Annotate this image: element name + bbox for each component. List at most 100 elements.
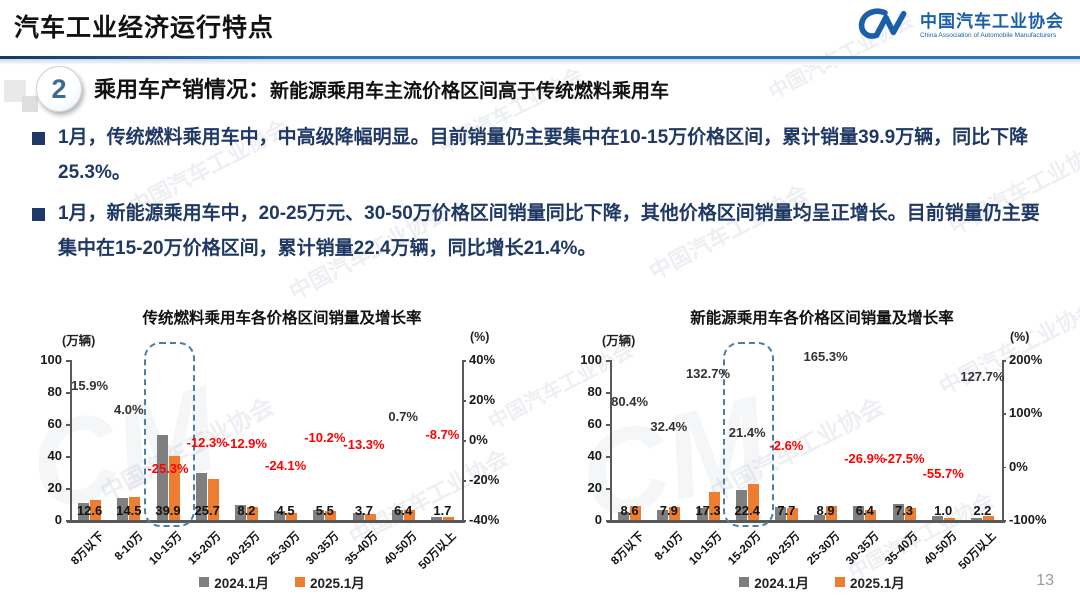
legend-item: 2024.1月: [199, 572, 269, 592]
y-axis-tick-mark: [66, 360, 70, 362]
y-axis-tick-label: 40: [587, 448, 602, 463]
y-axis-tick-label: 60: [47, 416, 62, 431]
y-axis-tick-mark: [66, 520, 70, 522]
secondary-axis-tick-mark: [462, 480, 466, 482]
y-axis-tick-mark: [606, 488, 610, 490]
left-axis-unit: (万辆): [62, 334, 96, 348]
right-axis-line: [1002, 360, 1004, 520]
y-axis-tick-mark: [606, 360, 610, 362]
growth-rate-label: -24.1%: [264, 458, 307, 474]
bullet-text: 1月，新能源乘用车中，20-25万元、30-50万价格区间销量同比下降，其他价格…: [58, 203, 1040, 260]
y-axis-tick-label: 20: [587, 480, 602, 495]
growth-rate-label: 165.3%: [803, 348, 848, 364]
bar-value-label: 7.7: [777, 503, 796, 518]
bar-2025: [982, 516, 994, 520]
bar-value-label: 7.9: [659, 503, 678, 518]
growth-rate-label: -8.7%: [425, 427, 460, 443]
growth-rate-label: 127.7%: [960, 368, 1005, 384]
y-axis-tick-label: 100: [40, 352, 62, 367]
y-axis-tick-mark: [606, 456, 610, 458]
bar-2024: [970, 518, 982, 520]
highlight-box: [723, 342, 775, 527]
bar-2025: [90, 499, 102, 520]
bar-2024: [774, 507, 786, 520]
section-title: 乘用车产销情况：: [94, 77, 271, 102]
legend-swatch-icon: [739, 577, 750, 587]
secondary-axis-tick-mark: [462, 440, 466, 442]
secondary-axis-tick-label: -40%: [469, 512, 500, 527]
y-axis-tick-label: 80: [47, 384, 62, 399]
bar-2025: [403, 509, 415, 520]
chart-title: 新能源乘用车各价格区间销量及增长率: [690, 310, 954, 327]
header-divider-shadow: [0, 59, 1080, 65]
bar-2025: [865, 509, 877, 520]
secondary-axis-tick-label: 0%: [469, 432, 488, 447]
bar-2025: [207, 478, 219, 520]
bar-2024: [117, 497, 129, 520]
bar-2024: [195, 473, 207, 520]
secondary-axis-tick-mark: [462, 400, 466, 402]
growth-rate-label: 32.4%: [650, 419, 688, 435]
right-axis-unit: (%): [1010, 330, 1030, 344]
bullet-text: 1月，传统燃料乘用车中，中高级降幅明显。目前销量仍主要集中在10-15万价格区间…: [58, 127, 1029, 184]
chart-legend: 2024.1月 2025.1月: [566, 572, 1078, 592]
legend-swatch-icon: [295, 577, 305, 587]
bar-2025: [129, 496, 141, 520]
y-axis-tick-mark: [606, 392, 610, 394]
bullet-item: 1月，新能源乘用车中，20-25万元、30-50万价格区间销量同比下降，其他价格…: [32, 196, 1054, 266]
bar-2025: [630, 506, 642, 520]
right-axis-unit: (%): [470, 330, 490, 344]
section-subtitle: 新能源乘用车主流价格区间高于传统燃料乘用车: [270, 81, 670, 102]
secondary-axis-tick-label: -100%: [1009, 512, 1047, 527]
caam-logo-icon: [857, 7, 913, 46]
bar-2024: [657, 510, 669, 520]
left-axis-line: [70, 360, 72, 520]
caam-logo: 中国汽车工业协会 China Association of Automobile…: [857, 7, 1064, 46]
bar-value-label: 5.5: [315, 503, 334, 518]
header-divider: [0, 56, 1080, 59]
y-axis-tick-label: 20: [47, 480, 62, 495]
growth-rate-label: 15.9%: [71, 378, 109, 394]
bar-2025: [826, 505, 838, 520]
bar-2025: [168, 456, 180, 520]
secondary-axis-tick-mark: [1002, 360, 1006, 362]
bar-2025: [904, 508, 916, 520]
secondary-axis-tick-label: 100%: [1009, 405, 1043, 421]
legend-label: 2024.1月: [754, 576, 809, 591]
growth-rate-label: -12.9%: [225, 435, 267, 451]
bar-2025: [246, 506, 258, 520]
legend-label: 2025.1月: [850, 576, 905, 591]
y-axis-tick-label: 40: [47, 448, 62, 463]
bar-2024: [234, 504, 246, 520]
decorative-square: [22, 96, 38, 112]
secondary-axis-tick-label: 40%: [469, 352, 496, 367]
bar-2024: [931, 516, 943, 520]
growth-rate-label: -10.2%: [304, 430, 346, 446]
secondary-axis-tick-mark: [462, 520, 466, 522]
growth-rate-label: 4.0%: [113, 402, 144, 417]
growth-rate-label: -26.9%: [844, 451, 886, 466]
bar-2025: [325, 511, 337, 520]
bar-2025: [943, 518, 955, 520]
page-number: 13: [1036, 572, 1054, 589]
y-axis-tick-mark: [606, 424, 610, 426]
secondary-axis-tick-mark: [1002, 520, 1006, 522]
bar-2024: [352, 513, 364, 520]
bar-2024: [696, 508, 708, 520]
x-axis-line: [607, 520, 1005, 523]
bar-2025: [286, 512, 298, 520]
bar-value-label: 17.3: [695, 503, 721, 518]
y-axis-tick-mark: [66, 424, 70, 426]
growth-rate-label: 0.7%: [388, 408, 418, 424]
bar-2024: [391, 509, 403, 520]
logo-org-name-cn: 中国汽车工业协会: [920, 12, 1064, 32]
secondary-axis-tick-mark: [462, 360, 466, 362]
bar-2024: [618, 512, 630, 520]
bar-2025: [442, 517, 454, 520]
bullet-item: 1月，传统燃料乘用车中，中高级降幅明显。目前销量仍主要集中在10-15万价格区间…: [32, 120, 1054, 190]
bar-value-label: 7.3: [894, 503, 914, 518]
legend-item: 2025.1月: [835, 572, 905, 592]
y-axis-tick-mark: [66, 392, 70, 394]
bullet-list: 1月，传统燃料乘用车中，中高级降幅明显。目前销量仍主要集中在10-15万价格区间…: [32, 120, 1054, 273]
